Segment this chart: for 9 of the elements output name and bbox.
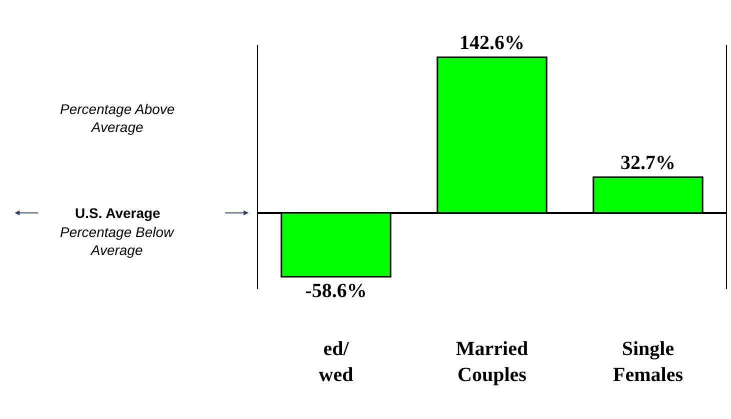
text: Percentage Below Average [60, 224, 175, 258]
text: U.S. Average [75, 205, 161, 221]
x-tick-label: Single Females [613, 338, 684, 386]
data-label: 32.7% [620, 152, 676, 174]
text: Percentage Above Average [60, 101, 175, 136]
x-tick-label: Married Couples [456, 338, 528, 386]
data-label: -58.6% [305, 280, 367, 302]
data-label: 142.6% [460, 32, 524, 54]
x-tick-label: ed/ wed [318, 338, 354, 386]
